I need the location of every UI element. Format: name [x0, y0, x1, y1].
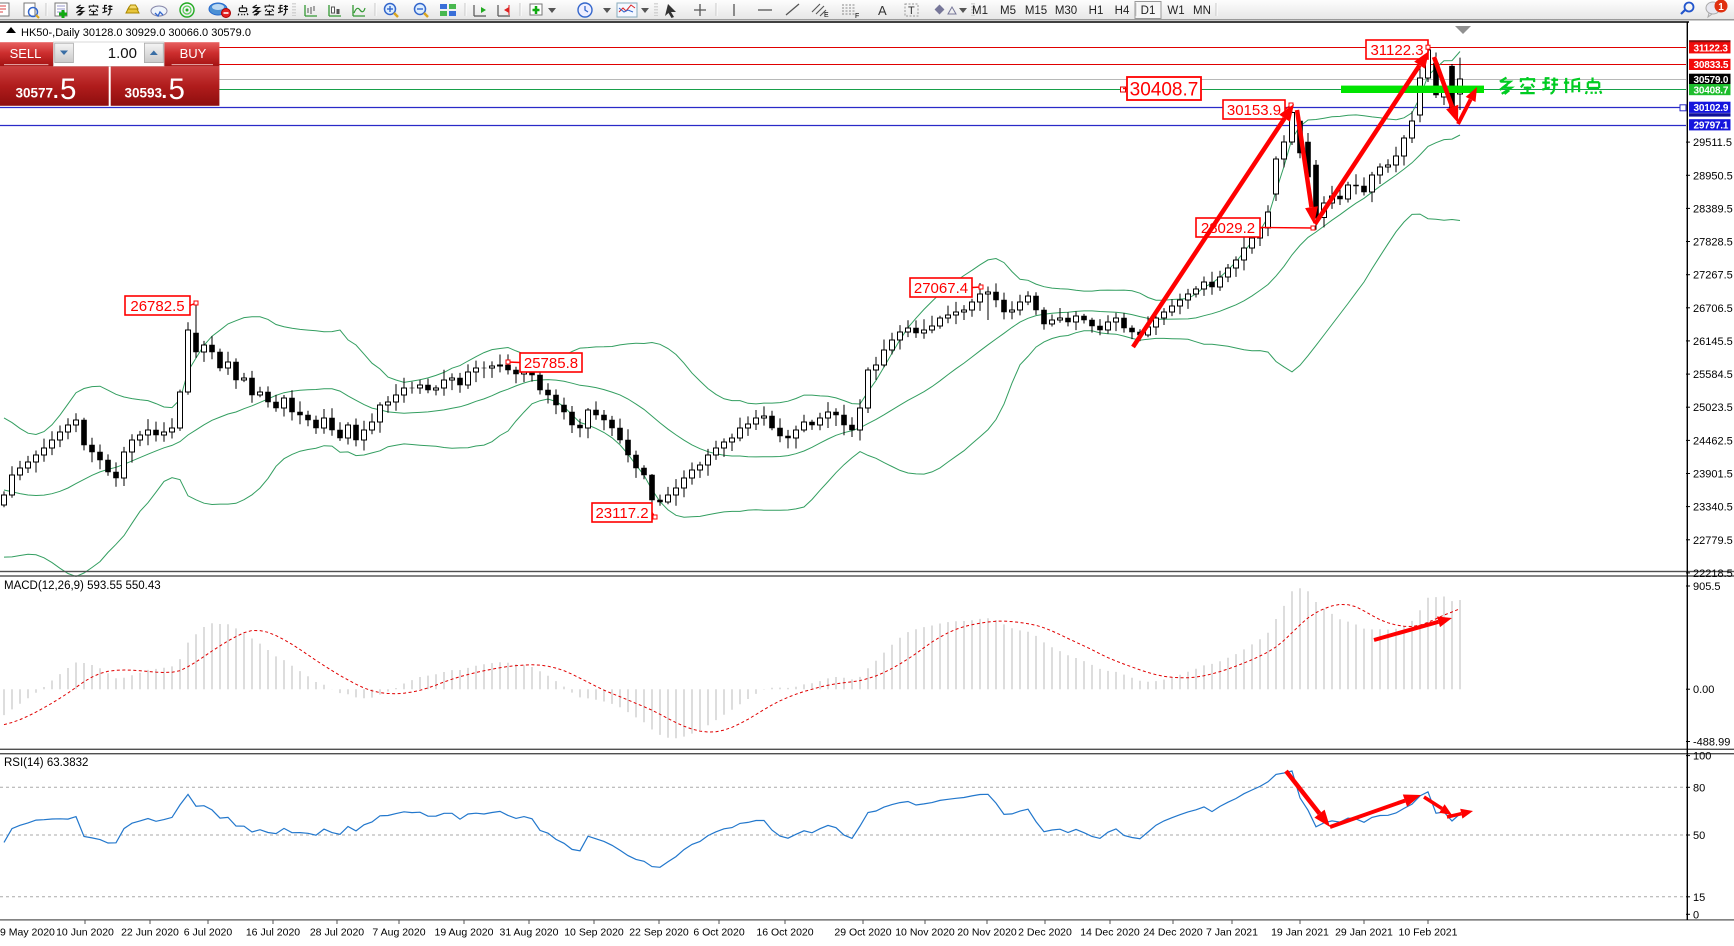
svg-text:30153.9: 30153.9	[1227, 102, 1281, 119]
svg-text:28 Jul 2020: 28 Jul 2020	[310, 927, 364, 939]
svg-text:14 Dec 2020: 14 Dec 2020	[1080, 927, 1140, 939]
svg-text:16 Jul 2020: 16 Jul 2020	[246, 927, 300, 939]
svg-text:24462.5: 24462.5	[1693, 435, 1733, 447]
svg-text:80: 80	[1693, 782, 1705, 794]
svg-text:23901.5: 23901.5	[1693, 469, 1733, 481]
svg-text:26706.5: 26706.5	[1693, 303, 1733, 315]
svg-text:22218.5: 22218.5	[1693, 568, 1733, 580]
svg-text:D1: D1	[1141, 5, 1156, 17]
svg-text:10 Jun 2020: 10 Jun 2020	[56, 927, 114, 939]
svg-text:6 Oct 2020: 6 Oct 2020	[693, 927, 745, 939]
svg-text:SELL: SELL	[10, 46, 42, 61]
svg-text:HK50-,Daily 30128.0 30929.0 3: HK50-,Daily 30128.0 30929.0 30066.0 3057…	[21, 27, 251, 39]
svg-text:27067.4: 27067.4	[914, 280, 968, 297]
svg-text:5: 5	[60, 73, 76, 106]
svg-text:905.5: 905.5	[1693, 581, 1721, 593]
svg-text:22 Sep 2020: 22 Sep 2020	[629, 927, 689, 939]
svg-text:H1: H1	[1089, 5, 1104, 17]
svg-text:9 May 2020: 9 May 2020	[0, 927, 55, 939]
svg-text:23117.2: 23117.2	[595, 505, 648, 522]
svg-text:22779.5: 22779.5	[1693, 535, 1733, 547]
svg-text:31122.3: 31122.3	[1370, 42, 1423, 59]
svg-text:M5: M5	[1000, 5, 1016, 17]
svg-text:2 Dec 2020: 2 Dec 2020	[1018, 927, 1072, 939]
svg-text:7 Jan 2021: 7 Jan 2021	[1206, 927, 1258, 939]
svg-text:50: 50	[1693, 830, 1705, 842]
svg-text:30408.7: 30408.7	[1130, 80, 1199, 101]
svg-text:MN: MN	[1193, 5, 1211, 17]
svg-text:29797.1: 29797.1	[1694, 121, 1729, 132]
svg-text:H4: H4	[1115, 5, 1130, 17]
svg-text:100: 100	[1693, 751, 1711, 763]
svg-text:30833.5: 30833.5	[1694, 60, 1729, 71]
svg-text:7 Aug 2020: 7 Aug 2020	[372, 927, 425, 939]
svg-text:30579.0: 30579.0	[1694, 75, 1729, 86]
svg-text:16 Oct 2020: 16 Oct 2020	[756, 927, 813, 939]
svg-text:29 Jan 2021: 29 Jan 2021	[1335, 927, 1393, 939]
svg-text:30408.7: 30408.7	[1694, 85, 1729, 96]
svg-text:A: A	[878, 3, 887, 18]
svg-text:1: 1	[1718, 2, 1724, 13]
svg-text:0: 0	[1693, 909, 1699, 921]
svg-text:28389.5: 28389.5	[1693, 203, 1733, 215]
svg-text:24 Dec 2020: 24 Dec 2020	[1143, 927, 1203, 939]
svg-text:26145.5: 26145.5	[1693, 336, 1733, 348]
svg-text:MACD(12,26,9) 593.55 550.43: MACD(12,26,9) 593.55 550.43	[4, 580, 161, 592]
svg-text:M30: M30	[1055, 5, 1077, 17]
svg-text:30593: 30593	[125, 86, 163, 101]
svg-text:19 Aug 2020: 19 Aug 2020	[435, 927, 494, 939]
svg-text:28950.5: 28950.5	[1693, 170, 1733, 182]
svg-text:15: 15	[1693, 892, 1705, 904]
svg-text:10 Sep 2020: 10 Sep 2020	[564, 927, 624, 939]
svg-text:25023.5: 25023.5	[1693, 402, 1733, 414]
svg-text:RSI(14) 63.3832: RSI(14) 63.3832	[4, 757, 88, 769]
svg-text:10 Nov 2020: 10 Nov 2020	[895, 927, 955, 939]
svg-text:M1: M1	[972, 5, 988, 17]
svg-text:25785.8: 25785.8	[524, 355, 578, 372]
svg-text:M15: M15	[1025, 5, 1047, 17]
svg-text:27267.5: 27267.5	[1693, 270, 1733, 282]
svg-text:29 Oct 2020: 29 Oct 2020	[834, 927, 891, 939]
svg-text:.: .	[53, 81, 59, 103]
svg-text:25584.5: 25584.5	[1693, 369, 1733, 381]
svg-text:20 Nov 2020: 20 Nov 2020	[957, 927, 1017, 939]
svg-text:6 Jul 2020: 6 Jul 2020	[184, 927, 233, 939]
svg-text:5: 5	[169, 73, 185, 106]
svg-text:19 Jan 2021: 19 Jan 2021	[1271, 927, 1329, 939]
svg-text:30577: 30577	[16, 86, 54, 101]
svg-text:-488.99: -488.99	[1693, 737, 1730, 749]
svg-text:E: E	[824, 12, 829, 19]
svg-text:26782.5: 26782.5	[130, 298, 184, 315]
svg-text:T: T	[908, 5, 915, 17]
svg-text:BUY: BUY	[180, 46, 207, 61]
svg-text:23340.5: 23340.5	[1693, 502, 1733, 514]
svg-text:1.00: 1.00	[108, 45, 137, 62]
svg-text:F: F	[855, 13, 859, 20]
svg-text:.: .	[162, 81, 168, 103]
svg-text:0.00: 0.00	[1693, 684, 1714, 696]
svg-text:29511.5: 29511.5	[1693, 137, 1732, 149]
svg-text:27828.5: 27828.5	[1693, 237, 1733, 249]
svg-text:31 Aug 2020: 31 Aug 2020	[500, 927, 559, 939]
svg-text:10 Feb 2021: 10 Feb 2021	[1399, 927, 1458, 939]
svg-text:22 Jun 2020: 22 Jun 2020	[121, 927, 179, 939]
svg-text:30102.9: 30102.9	[1694, 103, 1729, 114]
svg-text:W1: W1	[1167, 5, 1184, 17]
svg-text:31122.3: 31122.3	[1694, 44, 1729, 55]
